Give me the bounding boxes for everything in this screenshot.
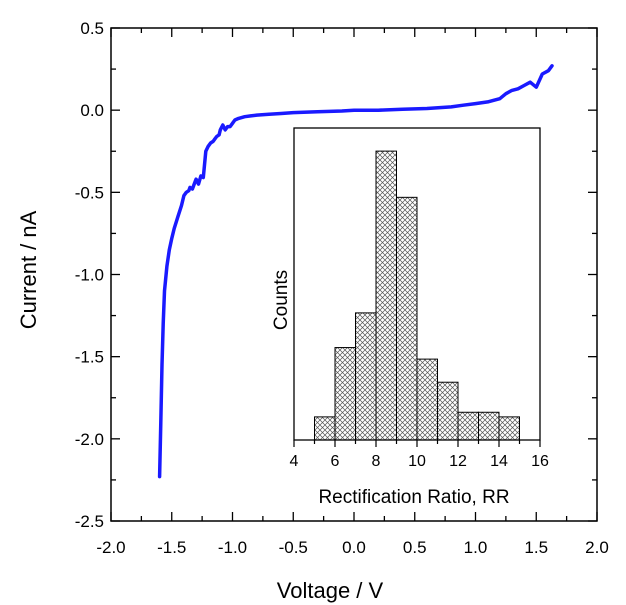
histogram-bar (416, 358, 438, 441)
x-tick-label: 1.0 (464, 538, 488, 557)
x-tick-label: 0.5 (403, 538, 427, 557)
y-tick-label: -1.5 (75, 348, 104, 367)
y-tick-label: -1.0 (75, 266, 104, 285)
inset-x-tick-label: 12 (449, 453, 467, 470)
inset-x-axis-title: Rectification Ratio, RR (318, 487, 509, 508)
inset-ticks (293, 440, 541, 447)
series-line (157, 64, 554, 479)
x-tick-label: -0.5 (279, 538, 308, 557)
inset-y-axis-title: Counts (271, 270, 292, 330)
histogram-bar (478, 411, 500, 441)
inset-x-tick-label: 6 (331, 453, 340, 470)
inset-x-tick-label: 16 (531, 453, 549, 470)
main-chart: -2.0 -1.5 -1.0 -0.5 0.0 0.5 1.0 1.5 2.0 0.5 0.0 -0… (16, 19, 609, 603)
x-tick-label: 0.0 (342, 538, 366, 557)
histogram-bar (314, 416, 336, 441)
y-tick-label: -2.0 (75, 430, 104, 449)
x-axis-title: Voltage / V (277, 578, 384, 603)
histogram-bar (396, 196, 418, 441)
x-tick-label: -1.0 (218, 538, 247, 557)
x-tick-label: 2.0 (585, 538, 609, 557)
x-tick-label: 1.5 (524, 538, 548, 557)
x-tick-label: -2.0 (96, 538, 125, 557)
inset-x-tick-labels: 4 6 8 10 12 14 16 (290, 453, 549, 470)
main-y-tick-labels: 0.5 0.0 -0.5 -1.0 -1.5 -2.0 -2.5 (75, 19, 104, 531)
inset-x-tick-label: 10 (408, 453, 426, 470)
y-tick-label: 0.0 (80, 101, 104, 120)
histogram-bar (355, 312, 377, 441)
histogram-bars (314, 150, 520, 441)
inset-histogram: 4 6 8 10 12 14 16 Rectification Ratio, RR Coun… (271, 127, 549, 508)
histogram-bar (498, 416, 520, 441)
x-tick-label: -1.5 (157, 538, 186, 557)
y-tick-label: -2.5 (75, 512, 104, 531)
inset-x-tick-label: 14 (490, 453, 508, 470)
histogram-bar (457, 411, 479, 441)
histogram-bar (375, 150, 397, 441)
main-ticks (110, 27, 598, 522)
y-axis-title: Current / nA (16, 210, 41, 329)
inset-x-tick-label: 4 (290, 453, 299, 470)
y-tick-label: -0.5 (75, 183, 104, 202)
main-x-tick-labels: -2.0 -1.5 -1.0 -0.5 0.0 0.5 1.0 1.5 2.0 (96, 538, 608, 557)
histogram-bar (437, 381, 459, 441)
inset-x-tick-label: 8 (372, 453, 381, 470)
y-tick-label: 0.5 (80, 19, 104, 38)
histogram-bar (334, 347, 356, 441)
